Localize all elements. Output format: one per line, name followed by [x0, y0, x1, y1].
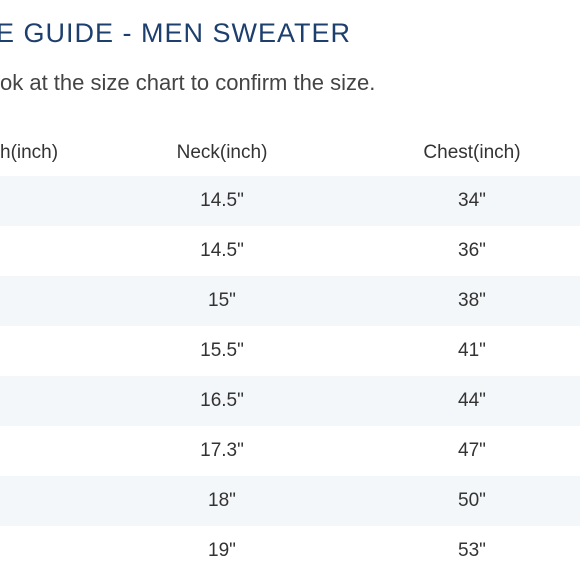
table-cell: 50": [458, 490, 486, 511]
table-cell: 38": [458, 290, 486, 311]
table-row: 15.5" 41": [0, 326, 580, 376]
table-row: 14.5" 36": [0, 226, 580, 276]
table-cell: 18": [208, 490, 236, 511]
table-cell: 15.5": [200, 340, 244, 361]
column-header: Neck(inch): [176, 142, 268, 163]
table-row: 17.3" 47": [0, 426, 580, 476]
table-cell: 47": [458, 440, 486, 461]
table-cell: 15": [208, 290, 236, 311]
table-row: 14.5" 34": [0, 176, 580, 226]
table-cell: 14.5": [200, 240, 244, 261]
title: E GUIDE - MEN SWEATER: [0, 18, 352, 48]
subtitle: ok at the size chart to confirm the size…: [0, 70, 376, 95]
column-header: h(inch): [0, 142, 59, 163]
table-cell: 19": [208, 540, 236, 561]
column-header: Chest(inch): [423, 142, 521, 163]
table-row: 18" 50": [0, 476, 580, 526]
table-cell: 36": [458, 240, 486, 261]
table-cell: 34": [458, 190, 486, 211]
table-cell: 14.5": [200, 190, 244, 211]
table-cell: 41": [458, 340, 486, 361]
table-row: 15" 38": [0, 276, 580, 326]
table-cell: 16.5": [200, 390, 244, 411]
table-cell: 17.3": [200, 440, 244, 461]
table-row: 19" 53": [0, 526, 580, 576]
table-row: 16.5" 44": [0, 376, 580, 426]
table-cell: 53": [458, 540, 486, 561]
table-cell: 44": [458, 390, 486, 411]
